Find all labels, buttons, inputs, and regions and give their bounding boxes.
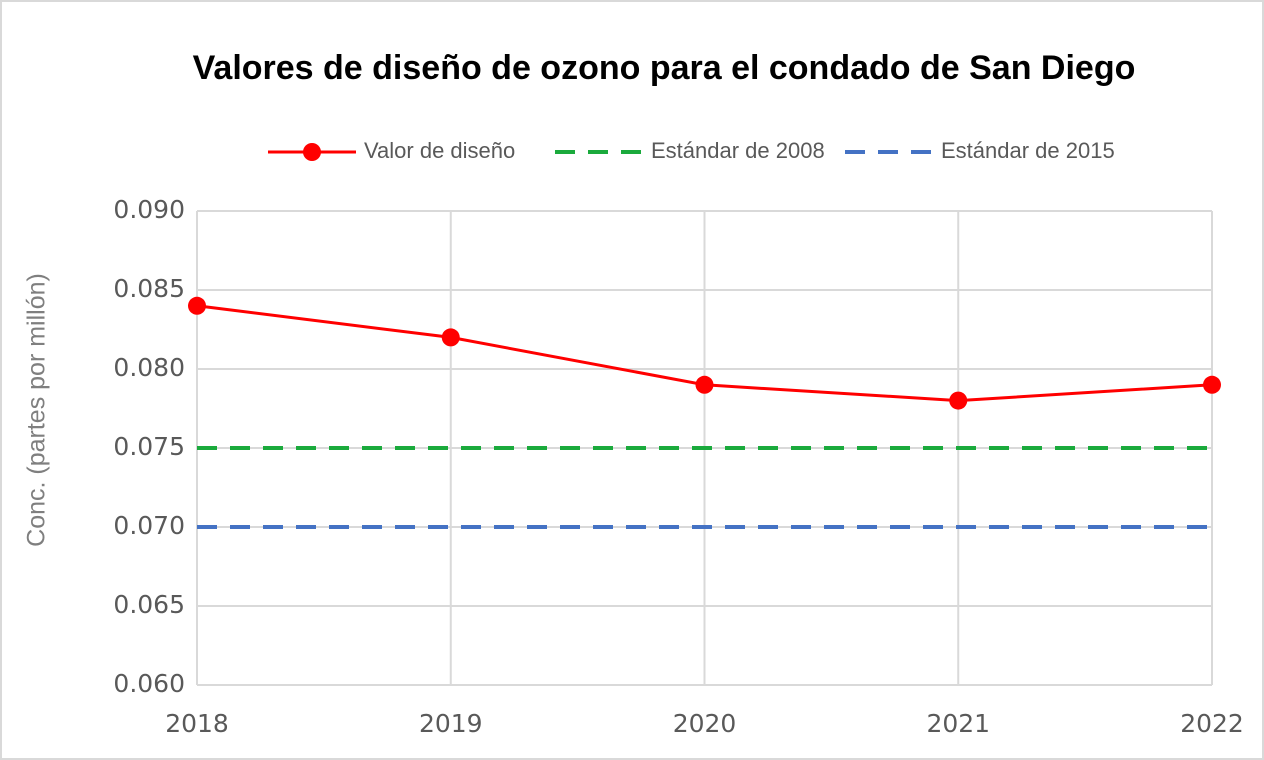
y-tick-label: 0.080 bbox=[113, 353, 185, 382]
chart-title: Valores de diseño de ozono para el conda… bbox=[193, 49, 1136, 87]
y-tick-label: 0.065 bbox=[113, 590, 185, 619]
y-tick-label: 0.070 bbox=[113, 511, 185, 540]
x-tick-label: 2019 bbox=[419, 709, 483, 738]
legend-label: Valor de diseño bbox=[364, 138, 515, 163]
legend-marker bbox=[303, 143, 321, 161]
x-tick-label: 2020 bbox=[673, 709, 737, 738]
legend-label: Estándar de 2015 bbox=[941, 138, 1115, 163]
data-point bbox=[188, 296, 206, 315]
y-tick-label: 0.060 bbox=[113, 669, 185, 698]
y-tick-label: 0.090 bbox=[113, 195, 185, 224]
x-tick-label: 2022 bbox=[1180, 709, 1244, 738]
data-point bbox=[1203, 375, 1221, 394]
y-tick-label: 0.085 bbox=[113, 274, 185, 303]
x-tick-label: 2021 bbox=[926, 709, 990, 738]
x-tick-label: 2018 bbox=[165, 709, 229, 738]
legend-label: Estándar de 2008 bbox=[651, 138, 825, 163]
data-point bbox=[949, 391, 968, 410]
data-point bbox=[441, 328, 460, 347]
y-tick-label: 0.075 bbox=[113, 432, 185, 461]
data-point bbox=[695, 375, 714, 394]
y-axis-label: Conc. (partes por millón) bbox=[23, 273, 51, 547]
